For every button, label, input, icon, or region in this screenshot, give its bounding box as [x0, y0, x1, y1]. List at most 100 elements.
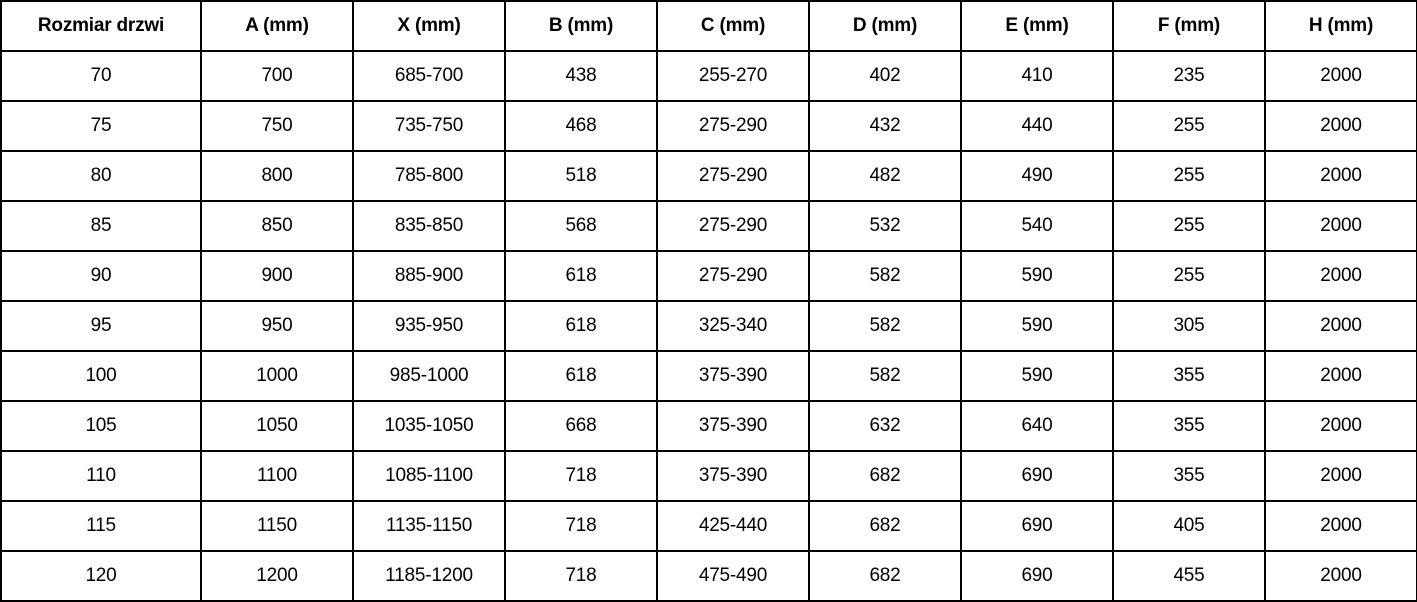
cell-door-size: 110 — [0, 450, 202, 502]
table-cell: 582 — [808, 350, 962, 402]
table-cell: 455 — [1112, 550, 1266, 602]
table-cell: 618 — [504, 350, 658, 402]
table-cell: 618 — [504, 300, 658, 352]
table-cell: 590 — [960, 300, 1114, 352]
table-cell: 425-440 — [656, 500, 810, 552]
cell-door-size: 90 — [0, 250, 202, 302]
table-cell: 325-340 — [656, 300, 810, 352]
table-row: 120 1200 1185-1200 718 475-490 682 690 455 2000 — [0, 550, 1417, 602]
header-row: Rozmiar drzwi A (mm) X (mm) B (mm) C (mm) D (… — [0, 0, 1417, 52]
table-cell: 1150 — [200, 500, 354, 552]
column-header-2: X (mm) — [352, 0, 506, 52]
table-cell: 785-800 — [352, 150, 506, 202]
table-cell: 375-390 — [656, 350, 810, 402]
table-cell: 255 — [1112, 250, 1266, 302]
table-cell: 275-290 — [656, 150, 810, 202]
table-cell: 1000 — [200, 350, 354, 402]
column-header-8: H (mm) — [1264, 0, 1417, 52]
table-cell: 275-290 — [656, 250, 810, 302]
cell-door-size: 95 — [0, 300, 202, 352]
table-row: 90 900 885-900 618 275-290 582 590 255 2000 — [0, 250, 1417, 302]
table-cell: 2000 — [1264, 200, 1417, 252]
table-cell: 885-900 — [352, 250, 506, 302]
table-cell: 355 — [1112, 400, 1266, 452]
table-cell: 718 — [504, 550, 658, 602]
table-cell: 1050 — [200, 400, 354, 452]
cell-door-size: 105 — [0, 400, 202, 452]
table-cell: 475-490 — [656, 550, 810, 602]
table-cell: 1100 — [200, 450, 354, 502]
table-row: 115 1150 1135-1150 718 425-440 682 690 405 2000 — [0, 500, 1417, 552]
table-cell: 690 — [960, 550, 1114, 602]
table-cell: 750 — [200, 100, 354, 152]
table-cell: 355 — [1112, 350, 1266, 402]
cell-door-size: 75 — [0, 100, 202, 152]
table-cell: 275-290 — [656, 200, 810, 252]
table-cell: 2000 — [1264, 300, 1417, 352]
table-row: 80 800 785-800 518 275-290 482 490 255 2000 — [0, 150, 1417, 202]
table-cell: 2000 — [1264, 450, 1417, 502]
table-row: 110 1100 1085-1100 718 375-390 682 690 355 2000 — [0, 450, 1417, 502]
column-header-3: B (mm) — [504, 0, 658, 52]
column-header-7: F (mm) — [1112, 0, 1266, 52]
cell-door-size: 85 — [0, 200, 202, 252]
table-cell: 985-1000 — [352, 350, 506, 402]
cell-door-size: 80 — [0, 150, 202, 202]
column-header-0: Rozmiar drzwi — [0, 0, 202, 52]
table-cell: 432 — [808, 100, 962, 152]
table-cell: 255 — [1112, 150, 1266, 202]
table-cell: 1135-1150 — [352, 500, 506, 552]
table-body: 70 700 685-700 438 255-270 402 410 235 2000 75 750… — [0, 50, 1417, 602]
table-cell: 682 — [808, 450, 962, 502]
table-cell: 690 — [960, 500, 1114, 552]
table-cell: 2000 — [1264, 500, 1417, 552]
table-cell: 235 — [1112, 50, 1266, 102]
table-cell: 640 — [960, 400, 1114, 452]
table-cell: 490 — [960, 150, 1114, 202]
table-cell: 590 — [960, 350, 1114, 402]
table-cell: 1200 — [200, 550, 354, 602]
table-cell: 632 — [808, 400, 962, 452]
table-row: 70 700 685-700 438 255-270 402 410 235 2000 — [0, 50, 1417, 102]
table-cell: 2000 — [1264, 150, 1417, 202]
table-cell: 582 — [808, 300, 962, 352]
table-cell: 690 — [960, 450, 1114, 502]
table-cell: 718 — [504, 500, 658, 552]
table-cell: 482 — [808, 150, 962, 202]
table-cell: 668 — [504, 400, 658, 452]
table-cell: 438 — [504, 50, 658, 102]
cell-door-size: 70 — [0, 50, 202, 102]
table-cell: 800 — [200, 150, 354, 202]
cell-door-size: 115 — [0, 500, 202, 552]
table-cell: 1035-1050 — [352, 400, 506, 452]
table-cell: 1185-1200 — [352, 550, 506, 602]
table-row: 85 850 835-850 568 275-290 532 540 255 2000 — [0, 200, 1417, 252]
table-cell: 305 — [1112, 300, 1266, 352]
table-cell: 900 — [200, 250, 354, 302]
table-cell: 355 — [1112, 450, 1266, 502]
table-header: Rozmiar drzwi A (mm) X (mm) B (mm) C (mm) D (… — [0, 0, 1417, 52]
table-row: 75 750 735-750 468 275-290 432 440 255 2000 — [0, 100, 1417, 152]
table-cell: 518 — [504, 150, 658, 202]
table-cell: 682 — [808, 550, 962, 602]
table-cell: 375-390 — [656, 450, 810, 502]
cell-door-size: 120 — [0, 550, 202, 602]
table-cell: 405 — [1112, 500, 1266, 552]
table-cell: 582 — [808, 250, 962, 302]
table-cell: 568 — [504, 200, 658, 252]
table-row: 100 1000 985-1000 618 375-390 582 590 355 2000 — [0, 350, 1417, 402]
table-cell: 850 — [200, 200, 354, 252]
table-cell: 685-700 — [352, 50, 506, 102]
column-header-4: C (mm) — [656, 0, 810, 52]
table-cell: 1085-1100 — [352, 450, 506, 502]
table-cell: 255-270 — [656, 50, 810, 102]
table-cell: 590 — [960, 250, 1114, 302]
table-cell: 700 — [200, 50, 354, 102]
table-cell: 682 — [808, 500, 962, 552]
table-cell: 410 — [960, 50, 1114, 102]
column-header-5: D (mm) — [808, 0, 962, 52]
table-row: 105 1050 1035-1050 668 375-390 632 640 355 2000 — [0, 400, 1417, 452]
table-cell: 935-950 — [352, 300, 506, 352]
